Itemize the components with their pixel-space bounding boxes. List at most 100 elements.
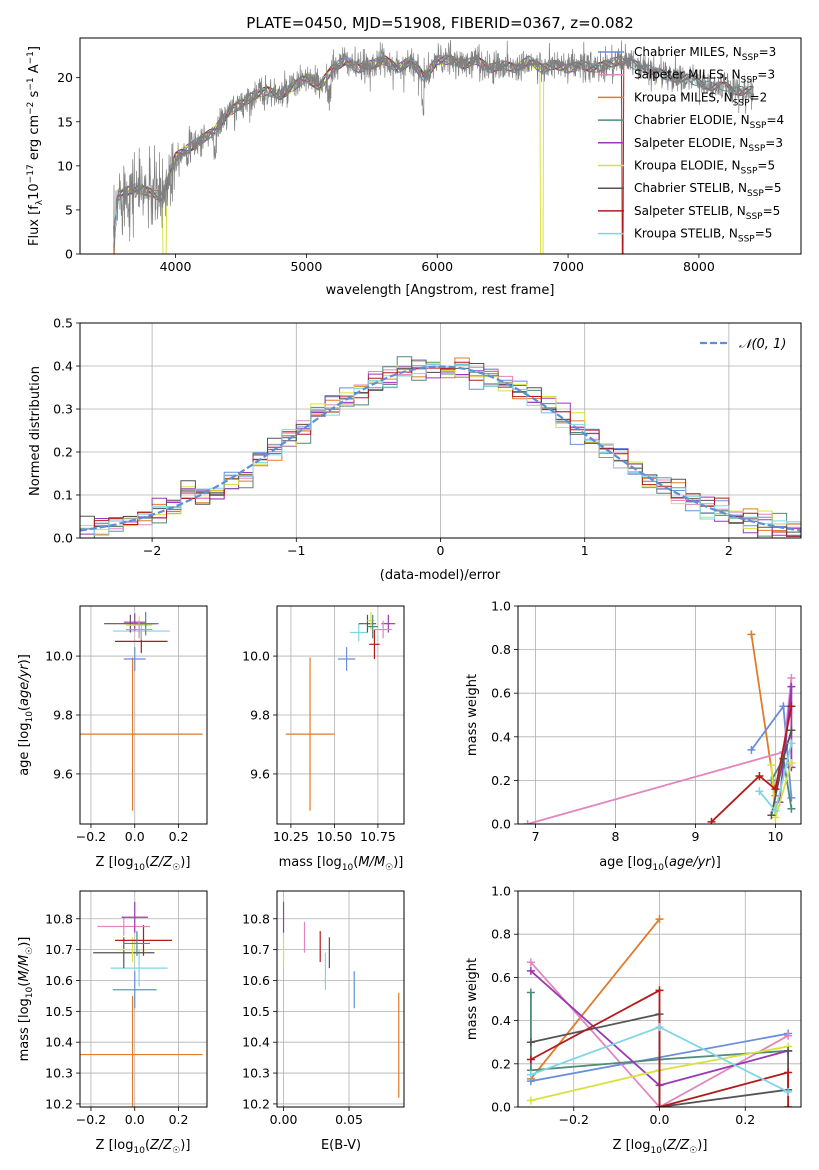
y-tick-label: 0.2 [491, 773, 511, 788]
y-tick-label: 0.2 [491, 1056, 511, 1071]
label-part: ( [145, 1138, 150, 1153]
y-tick-label: 0.6 [491, 686, 511, 701]
axes-frame [79, 890, 208, 1108]
label-part: Flux [f [27, 205, 42, 246]
x-tick-label: 0.05 [335, 1112, 363, 1127]
y-axis-label: Normed distribution [28, 366, 43, 496]
legend-entry: Chabrier STELIB, NSSP=5 [634, 181, 782, 199]
label-part: Chabrier ELODIE, N [634, 113, 750, 127]
axes-frame [79, 322, 802, 539]
model-spectrum-line [112, 54, 754, 254]
plus-marker [787, 739, 796, 748]
y-tick-label: 10.5 [45, 1004, 73, 1019]
model-spectrum-line [112, 55, 624, 254]
label-part: =3 [757, 68, 775, 82]
label-part: 10 [25, 986, 35, 998]
y-tick-label: 0.0 [53, 531, 73, 546]
plus-marker [526, 1055, 535, 1064]
plus-marker [747, 745, 756, 754]
plus-marker [787, 682, 796, 691]
plus-marker [523, 820, 532, 824]
label-part: =3 [765, 136, 783, 150]
x-tick-label: 9 [691, 829, 699, 844]
normal-legend-label: 𝒩(0, 1) [739, 337, 786, 352]
plot-area [285, 611, 396, 811]
label-part: mass [log [17, 998, 32, 1061]
weight-series-line [530, 988, 789, 1107]
label-part: SSP [742, 53, 759, 63]
x-tick-label: 8 [612, 829, 620, 844]
axes-age_vs_Z: −0.2 0.0 0.2 9.6 9.8 10.0 [45, 605, 208, 844]
y-tick-label: 15 [57, 114, 73, 129]
label-part: )] [393, 855, 403, 870]
plus-marker [755, 772, 764, 781]
plus-marker [747, 630, 756, 639]
y-axis-label: mass weight [465, 674, 480, 756]
y-tick-label: 0.4 [53, 359, 73, 374]
y-tick-label: 0.8 [491, 642, 511, 657]
x-tick-label: 7 [532, 829, 540, 844]
axes-frame [276, 890, 405, 1108]
y-tick-label: 0.2 [53, 445, 73, 460]
x-tick-label: 0.2 [169, 1112, 189, 1127]
y-tick-label: 10 [57, 158, 73, 173]
weight-series-line [710, 706, 793, 823]
label-part: SSP [741, 76, 758, 86]
axes-frame [517, 605, 802, 825]
y-tick-label: 5 [65, 202, 73, 217]
y-tick-label: 10.5 [242, 1004, 270, 1019]
x-tick-label: 0.0 [650, 1112, 670, 1127]
label-part: mass [log [279, 855, 342, 870]
x-tick-label: −2 [143, 543, 161, 558]
x-tick-label: 0 [437, 543, 445, 558]
axes-weight_vs_age: 7 8 9 10 0.0 0.2 0.4 0.6 0.8 1.0 [491, 599, 802, 844]
legend-entry: Chabrier MILES, NSSP=3 [634, 45, 776, 63]
axes-frame [79, 605, 208, 825]
plus-marker [526, 1038, 535, 1047]
label-part: ☉ [172, 1146, 180, 1156]
model-spectrum-line [112, 56, 624, 254]
weight-series-line [530, 992, 789, 1072]
label-part: Salpeter ELODIE, N [634, 136, 748, 150]
axes-mass_vs_EBV: 0.00 0.05 10.2 10.3 10.4 10.5 10.6 10.7 10.8 [242, 890, 405, 1127]
y-tick-label: 0.4 [491, 1013, 511, 1028]
plus-marker [767, 811, 776, 820]
label-part: −17 [26, 164, 36, 183]
label-part: ☉ [689, 1146, 697, 1156]
plus-marker [767, 776, 776, 785]
label-part: 10 [27, 183, 42, 200]
axes-spectrum: 4000 5000 6000 7000 8000 0 5 10 15 20 [57, 37, 802, 274]
y-tick-label: 10.2 [45, 1096, 73, 1111]
plot-area [80, 356, 801, 538]
x-tick-label: 0.0 [125, 1112, 145, 1127]
plus-marker [787, 804, 796, 813]
label-part: =5 [763, 204, 781, 218]
label-part: ( [17, 982, 32, 987]
plot-area [80, 611, 203, 811]
y-tick-label: 10.3 [45, 1066, 73, 1081]
plus-marker [779, 702, 788, 711]
legend-entry: Salpeter MILES, NSSP=3 [634, 68, 775, 86]
label-part: age/yr [17, 663, 32, 706]
plus-marker [771, 785, 780, 794]
y-tick-label: 9.8 [250, 708, 270, 723]
model-spectrum-line [112, 55, 754, 254]
y-axis-label: mass [log10(M/M☉)] [17, 937, 35, 1062]
plus-marker [784, 1046, 793, 1055]
plus-marker [771, 806, 780, 815]
label-part: ( [353, 855, 358, 870]
y-tick-label: 0.4 [491, 729, 511, 744]
x-tick-label: −0.2 [76, 829, 106, 844]
x-tick-label: 7000 [552, 259, 584, 274]
plus-marker [707, 817, 716, 824]
normal-reference-curve [80, 365, 801, 532]
label-part: M/M [17, 955, 32, 982]
label-part: Chabrier MILES, N [634, 45, 742, 59]
label-part: −1 [26, 77, 36, 90]
label-part: ( [145, 855, 150, 870]
label-part: )] [180, 855, 190, 870]
label-part: =4 [766, 113, 784, 127]
legend-entry: Kroupa STELIB, NSSP=5 [634, 227, 772, 245]
plus-marker [787, 758, 796, 767]
